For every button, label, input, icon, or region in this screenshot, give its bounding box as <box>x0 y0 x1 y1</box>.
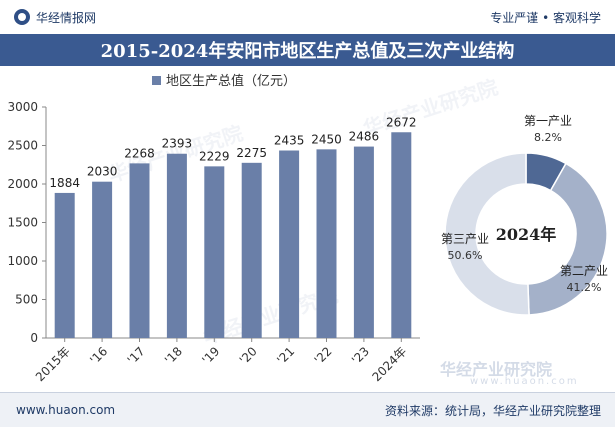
donut-slice-name: 第三产业 <box>441 232 489 246</box>
x-tick-label: '23 <box>349 344 372 367</box>
y-tick-label: 2500 <box>7 139 38 153</box>
brand: 华经情报网 <box>14 9 96 26</box>
x-tick-label: '17 <box>125 344 148 367</box>
x-tick-label: 2015年 <box>33 344 73 384</box>
x-tick-label: '21 <box>274 344 297 367</box>
bar <box>166 153 187 338</box>
x-tick-label: '22 <box>312 344 335 367</box>
donut-slice-name: 第二产业 <box>560 264 608 278</box>
x-tick-label: '16 <box>87 344 110 367</box>
donut-slice <box>444 152 530 316</box>
bar-value-label: 2450 <box>311 132 342 146</box>
donut-slice-value: 8.2% <box>534 131 562 144</box>
donut-chart: 2024年 第一产业 8.2% 第二产业 41.2% 第三产业 50.6% <box>441 114 608 316</box>
bar-value-label: 2435 <box>274 134 305 148</box>
bar <box>241 162 262 338</box>
bar-value-label: 2229 <box>199 149 230 163</box>
bar-value-label: 2393 <box>162 137 193 151</box>
footer-divider <box>0 392 615 393</box>
top-bar: 华经情报网 专业严谨 • 客观科学 <box>0 0 615 34</box>
donut-slice-value: 50.6% <box>448 249 483 262</box>
x-tick-label: 2024年 <box>369 344 409 384</box>
brand-stamp: 华经产业研究院 <box>440 360 553 379</box>
y-tick-label: 500 <box>15 293 38 307</box>
y-tick-label: 2000 <box>7 177 38 191</box>
bar <box>54 192 75 338</box>
y-tick-label: 1000 <box>7 254 38 268</box>
bar-value-label: 2275 <box>236 146 267 160</box>
bar <box>391 132 412 338</box>
donut-slice <box>527 162 608 316</box>
y-tick-label: 1500 <box>7 216 38 230</box>
bar <box>129 163 150 338</box>
y-tick-label: 0 <box>30 331 38 345</box>
footer: www.huaon.com 资料来源：统计局，华经产业研究院整理 <box>0 393 615 427</box>
logo-icon <box>14 9 30 25</box>
footer-website[interactable]: www.huaon.com <box>16 403 116 417</box>
y-tick-label: 3000 <box>7 100 38 114</box>
bar <box>204 166 225 338</box>
chart-title: 2015-2024年安阳市地区生产总值及三次产业结构 <box>0 34 615 66</box>
legend-swatch <box>152 76 161 85</box>
x-tick-label: '19 <box>199 344 222 367</box>
bar-value-label: 2486 <box>349 130 380 144</box>
brand-name: 华经情报网 <box>36 10 97 25</box>
bar-value-label: 2672 <box>386 115 417 129</box>
donut-slice-value: 41.2% <box>567 281 602 294</box>
bar-value-label: 2030 <box>87 165 118 179</box>
bar <box>353 146 374 338</box>
bar <box>279 150 300 338</box>
slogan: 专业严谨 • 客观科学 <box>490 10 601 25</box>
bar <box>92 181 113 338</box>
bar <box>316 149 337 338</box>
bar-value-label: 1884 <box>49 176 80 190</box>
footer-source: 资料来源：统计局，华经产业研究院整理 <box>384 403 601 418</box>
x-tick-label: '20 <box>237 344 260 367</box>
legend-label: 地区生产总值（亿元） <box>166 73 296 89</box>
donut-slice-name: 第一产业 <box>524 114 572 128</box>
bar-value-label: 2268 <box>124 146 155 160</box>
x-tick-label: '18 <box>162 344 185 367</box>
bar-chart: 地区生产总值（亿元） 0 500 1000 1500 2000 2500 3000 1884 20… <box>7 73 420 384</box>
brand-stamp-url: www.huaon.com <box>470 376 579 387</box>
donut-center-label: 2024年 <box>496 225 557 244</box>
